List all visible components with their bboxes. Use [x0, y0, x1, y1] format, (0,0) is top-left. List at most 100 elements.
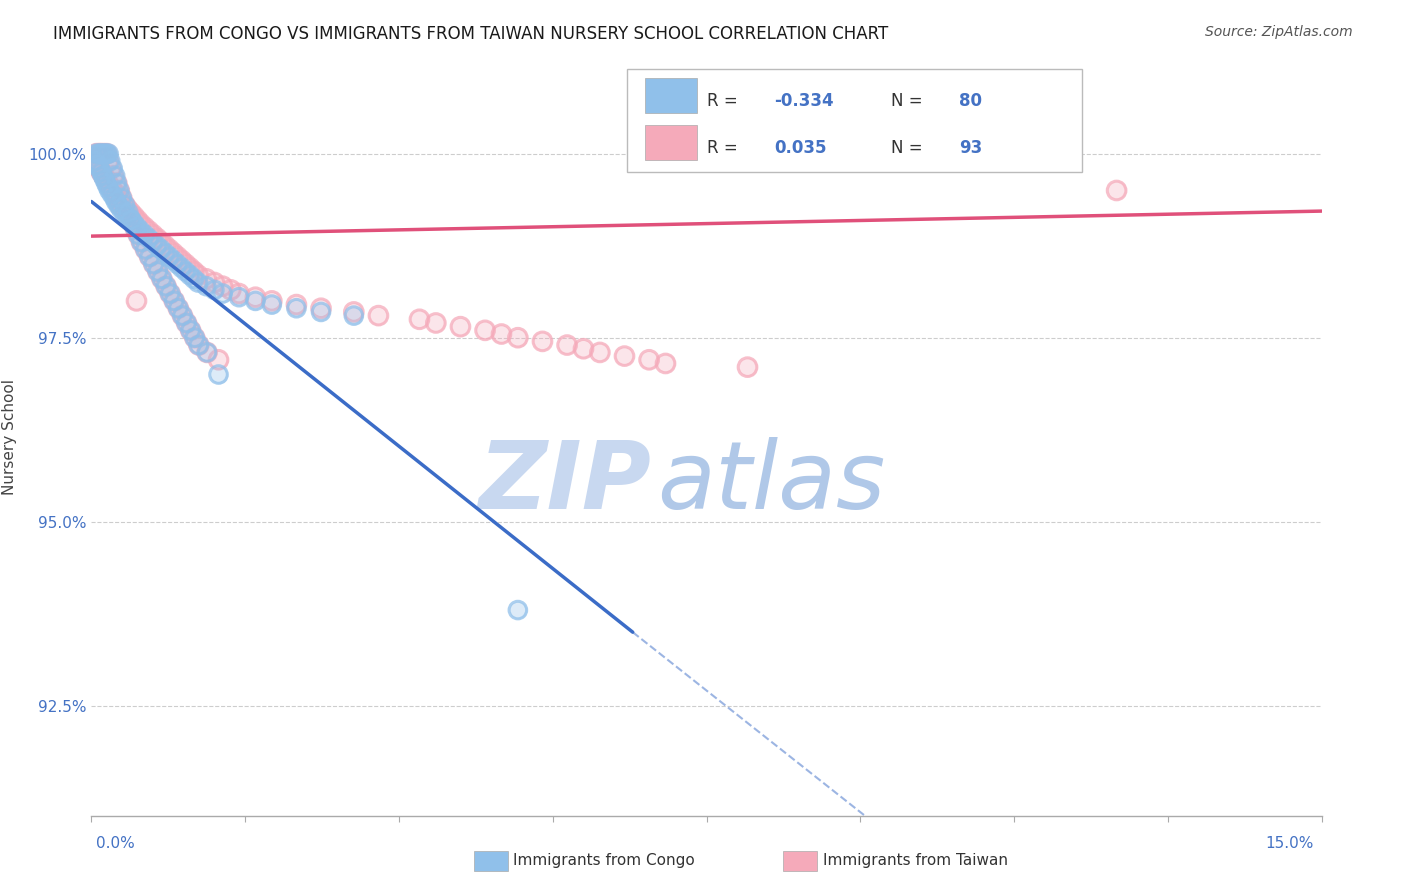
Text: -0.334: -0.334: [775, 92, 834, 110]
Point: [138, 231, 160, 245]
Point: [157, 250, 180, 264]
Point: [112, 205, 135, 219]
Point: [195, 345, 218, 359]
Point: [211, 279, 233, 293]
Point: [103, 169, 125, 183]
Text: IMMIGRANTS FROM CONGO VS IMMIGRANTS FROM TAIWAN NURSERY SCHOOL CORRELATION CHART: IMMIGRANTS FROM CONGO VS IMMIGRANTS FROM…: [53, 25, 889, 43]
Point: [84, 146, 107, 161]
Point: [245, 290, 267, 304]
Point: [285, 297, 308, 311]
Point: [101, 161, 124, 176]
Point: [93, 146, 115, 161]
Point: [195, 272, 218, 286]
Point: [172, 309, 194, 323]
Point: [654, 356, 676, 370]
Point: [150, 235, 173, 249]
Point: [96, 176, 117, 190]
Point: [93, 172, 115, 186]
Point: [162, 246, 184, 260]
Point: [84, 154, 107, 169]
Point: [183, 264, 205, 278]
Point: [613, 349, 636, 363]
Point: [146, 231, 169, 245]
Point: [91, 169, 114, 183]
Point: [111, 191, 134, 205]
Point: [211, 286, 233, 301]
Point: [159, 286, 181, 301]
Point: [202, 276, 225, 290]
Point: [120, 213, 142, 227]
Text: Immigrants from Taiwan: Immigrants from Taiwan: [823, 854, 1008, 868]
Point: [110, 194, 132, 209]
Point: [89, 161, 111, 176]
Point: [309, 305, 332, 319]
Point: [183, 331, 207, 345]
Point: [167, 301, 190, 316]
Point: [183, 331, 207, 345]
Point: [108, 184, 131, 198]
Point: [96, 146, 118, 161]
Point: [122, 209, 145, 223]
Point: [187, 268, 209, 282]
Point: [211, 286, 233, 301]
Point: [124, 220, 146, 235]
Point: [195, 279, 218, 293]
Point: [105, 187, 127, 202]
Point: [172, 309, 194, 323]
Point: [183, 264, 205, 278]
Point: [260, 293, 283, 308]
Point: [309, 301, 332, 316]
Point: [100, 161, 122, 176]
Point: [163, 293, 186, 308]
Point: [108, 184, 131, 198]
Point: [138, 250, 160, 264]
Point: [131, 235, 153, 249]
Point: [179, 260, 201, 275]
Point: [107, 191, 129, 205]
Point: [187, 276, 209, 290]
Point: [117, 205, 139, 219]
Point: [105, 176, 128, 190]
Point: [142, 235, 165, 249]
Point: [93, 169, 115, 183]
Point: [97, 179, 120, 194]
Point: [202, 276, 225, 290]
Point: [180, 323, 202, 337]
Point: [245, 293, 267, 308]
Point: [170, 253, 193, 268]
Point: [117, 205, 139, 219]
Point: [124, 220, 146, 235]
Point: [108, 198, 131, 212]
Point: [150, 272, 173, 286]
Point: [89, 161, 111, 176]
Point: [174, 264, 197, 278]
Point: [138, 231, 160, 245]
Point: [572, 342, 595, 356]
Point: [84, 154, 107, 169]
Point: [172, 309, 194, 323]
Point: [110, 194, 132, 209]
Point: [124, 220, 146, 235]
Point: [425, 316, 447, 330]
Point: [121, 213, 143, 227]
Point: [555, 338, 578, 352]
Point: [425, 316, 447, 330]
Point: [122, 209, 145, 223]
Point: [117, 205, 139, 219]
Point: [166, 250, 188, 264]
Point: [157, 243, 180, 257]
Point: [101, 161, 124, 176]
Point: [84, 146, 107, 161]
Point: [135, 243, 156, 257]
Point: [159, 286, 181, 301]
Point: [89, 146, 111, 161]
Point: [195, 345, 218, 359]
Point: [98, 154, 121, 169]
Point: [162, 246, 184, 260]
Text: Source: ZipAtlas.com: Source: ZipAtlas.com: [1205, 25, 1353, 39]
Point: [179, 260, 201, 275]
Point: [87, 158, 110, 172]
Point: [89, 161, 111, 176]
Point: [555, 338, 578, 352]
Point: [97, 176, 120, 190]
